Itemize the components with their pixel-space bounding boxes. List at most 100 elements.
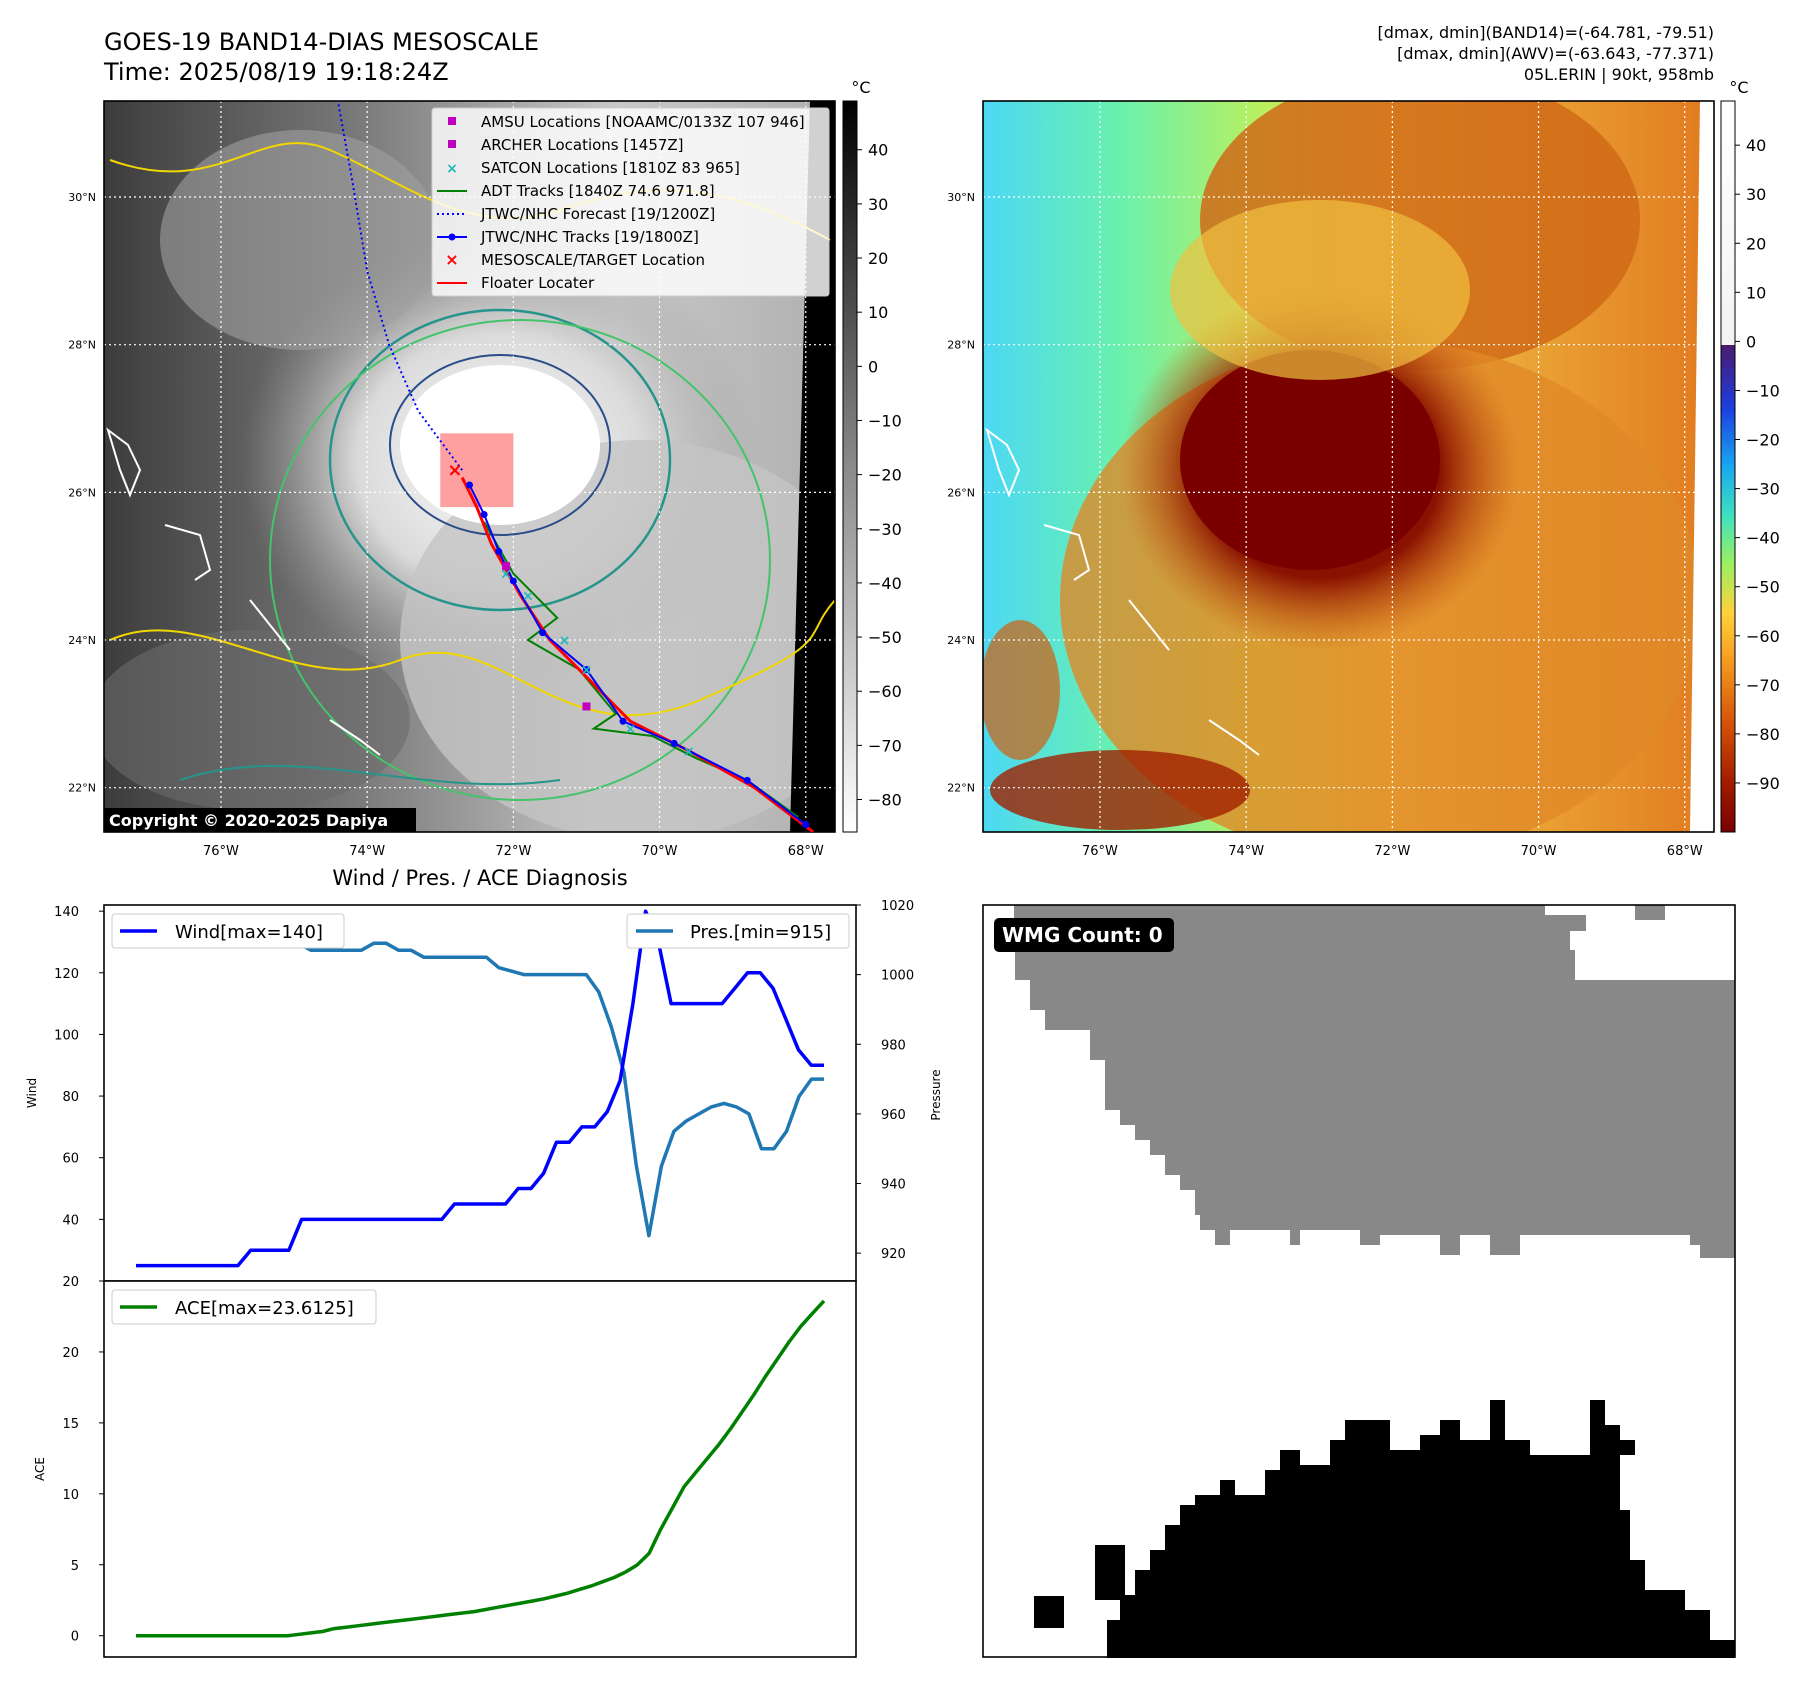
- right-colorbar-cold: [1721, 345, 1735, 832]
- map-legend: AMSU Locations [NOAAMC/0133Z 107 946] AR…: [431, 107, 830, 297]
- satcon-point: ×: [624, 722, 636, 738]
- left-map-lon-label: 72°W: [495, 844, 531, 859]
- legend-target-marker: ×: [445, 250, 458, 269]
- wmg-gray-cell-2: [1635, 905, 1665, 920]
- amsu-archer-point: [502, 562, 511, 571]
- right-colorbar-tick-label: 30: [1746, 185, 1766, 204]
- satcon-point: ×: [581, 663, 593, 679]
- target-marker: ×: [447, 460, 462, 481]
- legend-forecast: JTWC/NHC Forecast [19/1200Z]: [480, 205, 715, 223]
- left-colorbar: [842, 100, 858, 833]
- legend-amsu: AMSU Locations [NOAAMC/0133Z 107 946]: [481, 113, 805, 131]
- pressure-tick-label: 960: [881, 1108, 906, 1123]
- left-map-lon-label: 68°W: [788, 844, 824, 859]
- left-map-lat-label: 22°N: [68, 782, 96, 795]
- left-colorbar-ticks: 40 30 20 10 0 −10 −20 −30 −40 −50 −60 −70 −80: [857, 141, 902, 810]
- best-track-point: [582, 666, 590, 674]
- right-map-lon-label: 68°W: [1667, 844, 1703, 859]
- wmg-gray-cell: [1570, 915, 1586, 931]
- wmg-black-region: [1107, 1400, 1735, 1658]
- left-map-lat-label: 28°N: [68, 339, 96, 352]
- wind-tick-label: 80: [62, 1090, 79, 1105]
- best-track-point: [670, 739, 678, 747]
- legend-target: MESOSCALE/TARGET Location: [481, 251, 705, 269]
- wmg-panel: WMG Count: 0: [982, 904, 1736, 1658]
- wind-tick-label: 60: [62, 1152, 79, 1167]
- legend-archer: ARCHER Locations [1457Z]: [481, 136, 684, 154]
- right-map-lon-label: 72°W: [1374, 844, 1410, 859]
- wind-tick-label: 20: [62, 1275, 79, 1290]
- right-map-lon-label: 76°W: [1082, 844, 1118, 859]
- right-colorbar-unit: °C: [1729, 78, 1748, 97]
- right-map-lat-label: 28°N: [947, 339, 975, 352]
- right-map-lat-label: 24°N: [947, 634, 975, 647]
- figure-time: Time: 2025/08/19 19:18:24Z: [103, 58, 449, 86]
- forecast-track: [336, 101, 463, 471]
- legend-satcon: SATCON Locations [1810Z 83 965]: [481, 159, 740, 177]
- legend-adt: ADT Tracks [1840Z 74.6 971.8]: [481, 182, 715, 200]
- amsu-archer-point: [582, 702, 591, 711]
- wind-tick-label: 100: [54, 1028, 79, 1043]
- right-map-frame: [982, 100, 1715, 833]
- copyright-box: [104, 808, 416, 832]
- figure-title: GOES-19 BAND14-DIAS MESOSCALE: [104, 28, 539, 56]
- right-colorbar-ticks: 40 30 20 10 0 −10 −20 −30 −40 −50 −60 −70 −80 −90: [1735, 136, 1780, 793]
- pressure-tick-label: 1000: [881, 969, 914, 984]
- copyright-text: Copyright © 2020-2025 Dapiya: [109, 811, 388, 830]
- wind-series-line: [136, 909, 824, 1268]
- right-colorbar-tick-label: −20: [1746, 431, 1780, 450]
- right-colorbar-warm: [1721, 101, 1735, 345]
- pressure-tick-label: 940: [881, 1178, 906, 1193]
- left-map-lon-label: 74°W: [349, 844, 385, 859]
- right-colorbar-tick-label: −30: [1746, 480, 1780, 499]
- right-colorbar-tick-label: −10: [1746, 381, 1780, 400]
- left-colorbar-tick-label: −10: [868, 411, 902, 430]
- wind-pressure-axes: [103, 904, 857, 1282]
- wv-satellite-image: [983, 101, 1714, 832]
- right-colorbar-tick-label: −90: [1746, 774, 1780, 793]
- wmg-black-cell: [1095, 1545, 1125, 1600]
- wind-axis-label: Wind: [25, 1078, 39, 1108]
- wind-pressure-ticks: 20 40 60 80 100 120 140 920 940 960 980 1000 1020: [54, 899, 914, 1290]
- best-track-point: [619, 717, 627, 725]
- wmg-gray-region: [1014, 905, 1735, 1258]
- wind-tick-label: 140: [54, 905, 79, 920]
- left-colorbar-tick-label: 30: [868, 195, 888, 214]
- left-colorbar-tick-label: −60: [868, 682, 902, 701]
- left-map-lat-label: 26°N: [68, 486, 96, 499]
- satcon-point: ×: [559, 633, 571, 649]
- left-map-lon-label: 70°W: [642, 844, 678, 859]
- right-map-tick-labels: 76°W 74°W 72°W 70°W 68°W 30°N 28°N 26°N 24°N 22°N: [947, 191, 1703, 859]
- wmg-white-notch: [1575, 905, 1735, 980]
- left-colorbar-tick-label: 40: [868, 141, 888, 160]
- right-map-lat-label: 30°N: [947, 191, 975, 204]
- legend-floater: Floater Locater: [481, 274, 595, 292]
- wind-tick-label: 40: [62, 1213, 79, 1228]
- track-overlays: × × × × × × ×: [336, 101, 814, 832]
- legend-tracks: JTWC/NHC Tracks [19/1800Z]: [480, 228, 699, 246]
- best-track-point: [509, 577, 517, 585]
- best-track-point: [480, 510, 488, 518]
- legend-archer-marker: [448, 140, 456, 148]
- wind-legend-label: Wind[max=140]: [175, 922, 323, 943]
- left-map-lon-label: 76°W: [203, 844, 239, 859]
- ace-axis-label: ACE: [33, 1457, 47, 1481]
- satcon-point: ×: [500, 567, 512, 583]
- best-track-point: [495, 547, 503, 555]
- diagnosis-title: Wind / Pres. / ACE Diagnosis: [332, 866, 627, 890]
- left-colorbar-tick-label: −50: [868, 628, 902, 647]
- left-colorbar-tick-label: 20: [868, 249, 888, 268]
- storm-info: 05L.ERIN | 90kt, 958mb: [1524, 65, 1714, 84]
- wind-legend: Wind[max=140]: [111, 913, 345, 949]
- legend-satcon-marker: ×: [446, 161, 458, 177]
- legend-tracks-dot: [448, 233, 456, 241]
- target-box: [440, 433, 514, 508]
- left-map-lat-label: 30°N: [68, 191, 96, 204]
- left-colorbar-tick-label: −40: [868, 574, 902, 593]
- wmg-count-badge: [994, 918, 1174, 952]
- best-track-point: [743, 776, 751, 784]
- right-colorbar-tick-label: −80: [1746, 725, 1780, 744]
- stats-band14: [dmax, dmin](BAND14)=(-64.781, -79.51): [1378, 23, 1714, 42]
- satcon-point: ×: [683, 744, 695, 760]
- ace-legend: ACE[max=23.6125]: [111, 1289, 377, 1325]
